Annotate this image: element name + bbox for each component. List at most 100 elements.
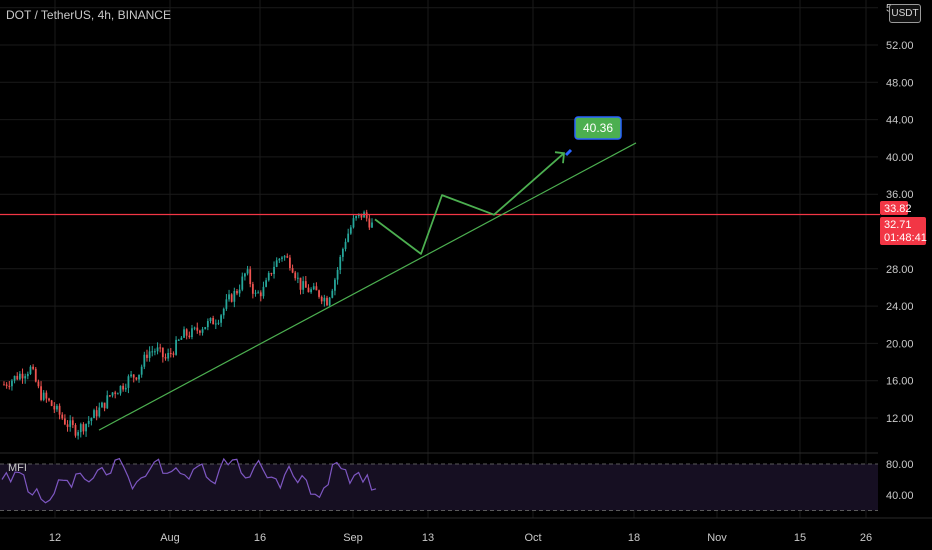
candle-body [148, 351, 151, 358]
candle-body [326, 297, 328, 306]
candle-body [323, 297, 326, 302]
candle-body [3, 384, 5, 386]
candle-body [124, 387, 127, 390]
currency-badge[interactable]: USDT [889, 4, 921, 23]
time-tick-label: Oct [524, 532, 541, 544]
price-tick-label: 40.00 [886, 152, 914, 164]
candle-body [341, 248, 344, 257]
drawings[interactable] [0, 142, 880, 431]
candle-body [344, 241, 347, 249]
candle-body [169, 352, 172, 354]
candle-body [220, 315, 222, 323]
target-callout[interactable]: 40.36 [564, 116, 622, 157]
current-price-tag-bg [880, 217, 926, 245]
candle-body [82, 424, 85, 432]
candle-body [193, 327, 196, 329]
candle-body [328, 297, 331, 306]
time-tick-label: 18 [628, 532, 640, 544]
candle-body [310, 289, 313, 293]
candle-body [212, 317, 215, 325]
candle-body [233, 291, 236, 302]
candle-body [249, 269, 252, 285]
countdown-text: 01:48:41 [884, 232, 927, 244]
candle-series [3, 209, 373, 440]
candle-body [13, 375, 16, 381]
mfi-line [1, 457, 377, 504]
time-axis[interactable]: 12 Aug 16 Sep 13 Oct 18 Nov 15 26 [49, 532, 872, 544]
mfi-band [0, 464, 878, 511]
candle-body [93, 410, 95, 419]
price-tick-label: 12.00 [886, 413, 914, 425]
candle-body [270, 273, 273, 275]
candle-body [66, 424, 69, 427]
candle-body [85, 423, 87, 432]
candle-body [74, 424, 77, 436]
candle-body [119, 385, 122, 394]
candle-body [69, 420, 72, 427]
candle-body [334, 279, 336, 291]
time-tick-label: 26 [860, 532, 872, 544]
candle-body [315, 286, 318, 291]
candle-body [199, 330, 201, 333]
candle-body [347, 233, 350, 242]
candle-body [45, 392, 48, 399]
candle-body [161, 347, 164, 358]
candle-body [24, 376, 27, 379]
candle-body [95, 410, 98, 417]
candle-body [108, 395, 111, 397]
candle-body [29, 366, 32, 374]
candle-body [201, 329, 204, 333]
candle-body [87, 420, 90, 424]
candle-body [217, 322, 220, 324]
candle-body [291, 268, 294, 273]
time-tick-label: Sep [343, 532, 363, 544]
candle-body [172, 353, 175, 355]
time-tick-label: 16 [254, 532, 266, 544]
time-tick-label: 12 [49, 532, 61, 544]
candle-body [228, 294, 230, 300]
resistance-tag-text: 33.82 [884, 203, 912, 215]
candle-body [360, 213, 363, 218]
candle-body [238, 289, 241, 294]
candle-body [101, 402, 103, 408]
candle-body [116, 393, 119, 395]
candle-body [225, 299, 228, 309]
candle-body [79, 424, 82, 433]
candle-body [167, 352, 170, 359]
candle-body [296, 277, 299, 279]
candle-body [122, 385, 125, 390]
target-callout-bg [574, 116, 622, 140]
candle-body [196, 327, 199, 331]
projection-path[interactable] [374, 152, 565, 255]
candle-body [177, 339, 180, 341]
candle-body [331, 290, 334, 298]
chart-title: DOT / TetherUS, 4h, BINANCE [6, 8, 171, 22]
candle-body [40, 386, 42, 400]
candle-body [246, 269, 249, 274]
mfi-label: MFI [8, 462, 27, 474]
candle-body [32, 366, 35, 369]
candle-body [183, 329, 185, 338]
current-price-text: 32.71 [884, 219, 912, 231]
candle-body [146, 354, 148, 358]
candle-body [236, 291, 238, 294]
candle-body [132, 374, 135, 378]
candle-body [103, 402, 106, 409]
candle-body [191, 328, 193, 338]
candle-body [312, 286, 315, 290]
price-tick-label: 28.00 [886, 264, 914, 276]
trendline[interactable] [98, 142, 637, 431]
candle-body [204, 327, 207, 330]
candle-body [164, 357, 167, 359]
candle-body [365, 212, 368, 219]
candle-body [58, 405, 61, 415]
candle-body [16, 375, 19, 380]
mfi-pane[interactable]: 80.00 40.00 [0, 457, 914, 511]
candle-body [130, 374, 132, 377]
candle-body [34, 368, 37, 382]
candle-body [26, 373, 29, 377]
price-tick-label: 16.00 [886, 376, 914, 388]
candle-body [368, 218, 371, 228]
candle-body [289, 257, 291, 269]
